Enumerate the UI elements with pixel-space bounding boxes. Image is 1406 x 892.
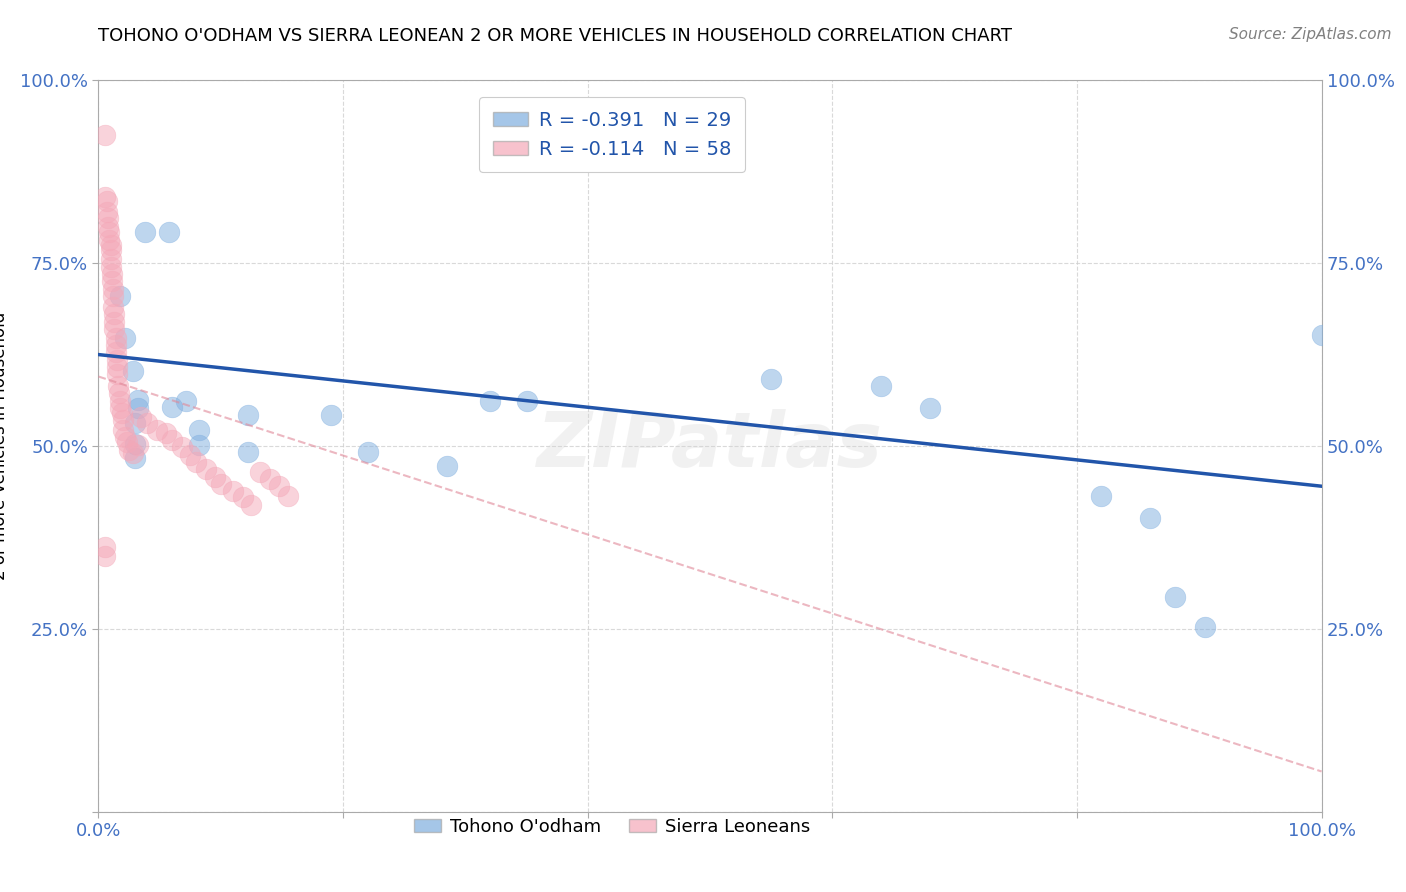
Point	[1164, 591, 1187, 605]
Point	[277, 489, 299, 503]
Point	[124, 451, 146, 466]
Point	[104, 345, 127, 359]
Point	[1310, 327, 1333, 342]
Point	[103, 322, 125, 336]
Point	[129, 409, 152, 424]
Point	[104, 338, 127, 352]
Text: ZIPatlas: ZIPatlas	[537, 409, 883, 483]
Point	[98, 233, 121, 247]
Text: Source: ZipAtlas.com: Source: ZipAtlas.com	[1229, 27, 1392, 42]
Point	[356, 445, 378, 459]
Point	[107, 379, 129, 393]
Point	[134, 225, 156, 239]
Point	[136, 416, 159, 430]
Point	[187, 437, 209, 451]
Point	[761, 372, 783, 386]
Point	[111, 406, 134, 420]
Point	[101, 300, 124, 314]
Point	[101, 267, 124, 281]
Point	[103, 315, 125, 329]
Point	[93, 128, 115, 142]
Point	[127, 392, 149, 407]
Point	[1090, 489, 1112, 503]
Point	[105, 352, 128, 367]
Point	[110, 289, 132, 303]
Point	[179, 448, 201, 462]
Point	[93, 190, 115, 204]
Point	[436, 459, 458, 474]
Point	[319, 409, 342, 423]
Point	[100, 260, 122, 274]
Point	[93, 549, 115, 563]
Point	[160, 401, 183, 415]
Point	[118, 442, 141, 457]
Point	[100, 237, 122, 252]
Point	[111, 413, 134, 427]
Point	[176, 393, 198, 408]
Point	[920, 401, 942, 415]
Point	[222, 484, 245, 499]
Point	[186, 455, 208, 469]
Point	[187, 423, 209, 437]
Point	[240, 498, 263, 512]
Point	[170, 441, 193, 455]
Point	[101, 282, 124, 296]
Point	[110, 401, 132, 415]
Point	[236, 409, 259, 423]
Point	[269, 479, 291, 493]
Text: TOHONO O'ODHAM VS SIERRA LEONEAN 2 OR MORE VEHICLES IN HOUSEHOLD CORRELATION CHA: TOHONO O'ODHAM VS SIERRA LEONEAN 2 OR MO…	[98, 27, 1012, 45]
Point	[195, 462, 218, 476]
Point	[121, 364, 143, 378]
Point	[96, 205, 118, 219]
Point	[127, 437, 149, 451]
Point	[124, 416, 146, 430]
Point	[1139, 510, 1161, 524]
Point	[100, 243, 122, 257]
Point	[127, 401, 149, 415]
Point	[1194, 620, 1216, 634]
Point	[97, 219, 120, 234]
Point	[209, 477, 232, 491]
Point	[105, 359, 128, 374]
Point	[114, 331, 136, 345]
Legend: Tohono O'odham, Sierra Leoneans: Tohono O'odham, Sierra Leoneans	[408, 811, 817, 843]
Point	[98, 226, 121, 240]
Point	[97, 211, 120, 225]
Point	[114, 430, 136, 444]
Point	[115, 435, 138, 450]
Point	[104, 331, 127, 345]
Point	[110, 393, 132, 408]
Point	[259, 472, 281, 486]
Point	[101, 275, 124, 289]
Point	[103, 307, 125, 321]
Point	[105, 368, 128, 382]
Point	[236, 445, 259, 459]
Point	[232, 490, 254, 504]
Point	[155, 425, 177, 440]
Point	[478, 393, 501, 408]
Point	[100, 252, 122, 267]
Point	[121, 446, 143, 460]
Point	[249, 465, 271, 479]
Point	[157, 225, 180, 239]
Point	[111, 423, 134, 437]
Y-axis label: 2 or more Vehicles in Household: 2 or more Vehicles in Household	[0, 312, 8, 580]
Point	[124, 437, 146, 451]
Point	[160, 433, 183, 447]
Point	[93, 540, 115, 554]
Point	[96, 194, 118, 208]
Point	[515, 393, 537, 408]
Point	[108, 386, 131, 401]
Point	[870, 379, 893, 393]
Point	[146, 423, 169, 437]
Point	[204, 469, 226, 483]
Point	[101, 289, 124, 303]
